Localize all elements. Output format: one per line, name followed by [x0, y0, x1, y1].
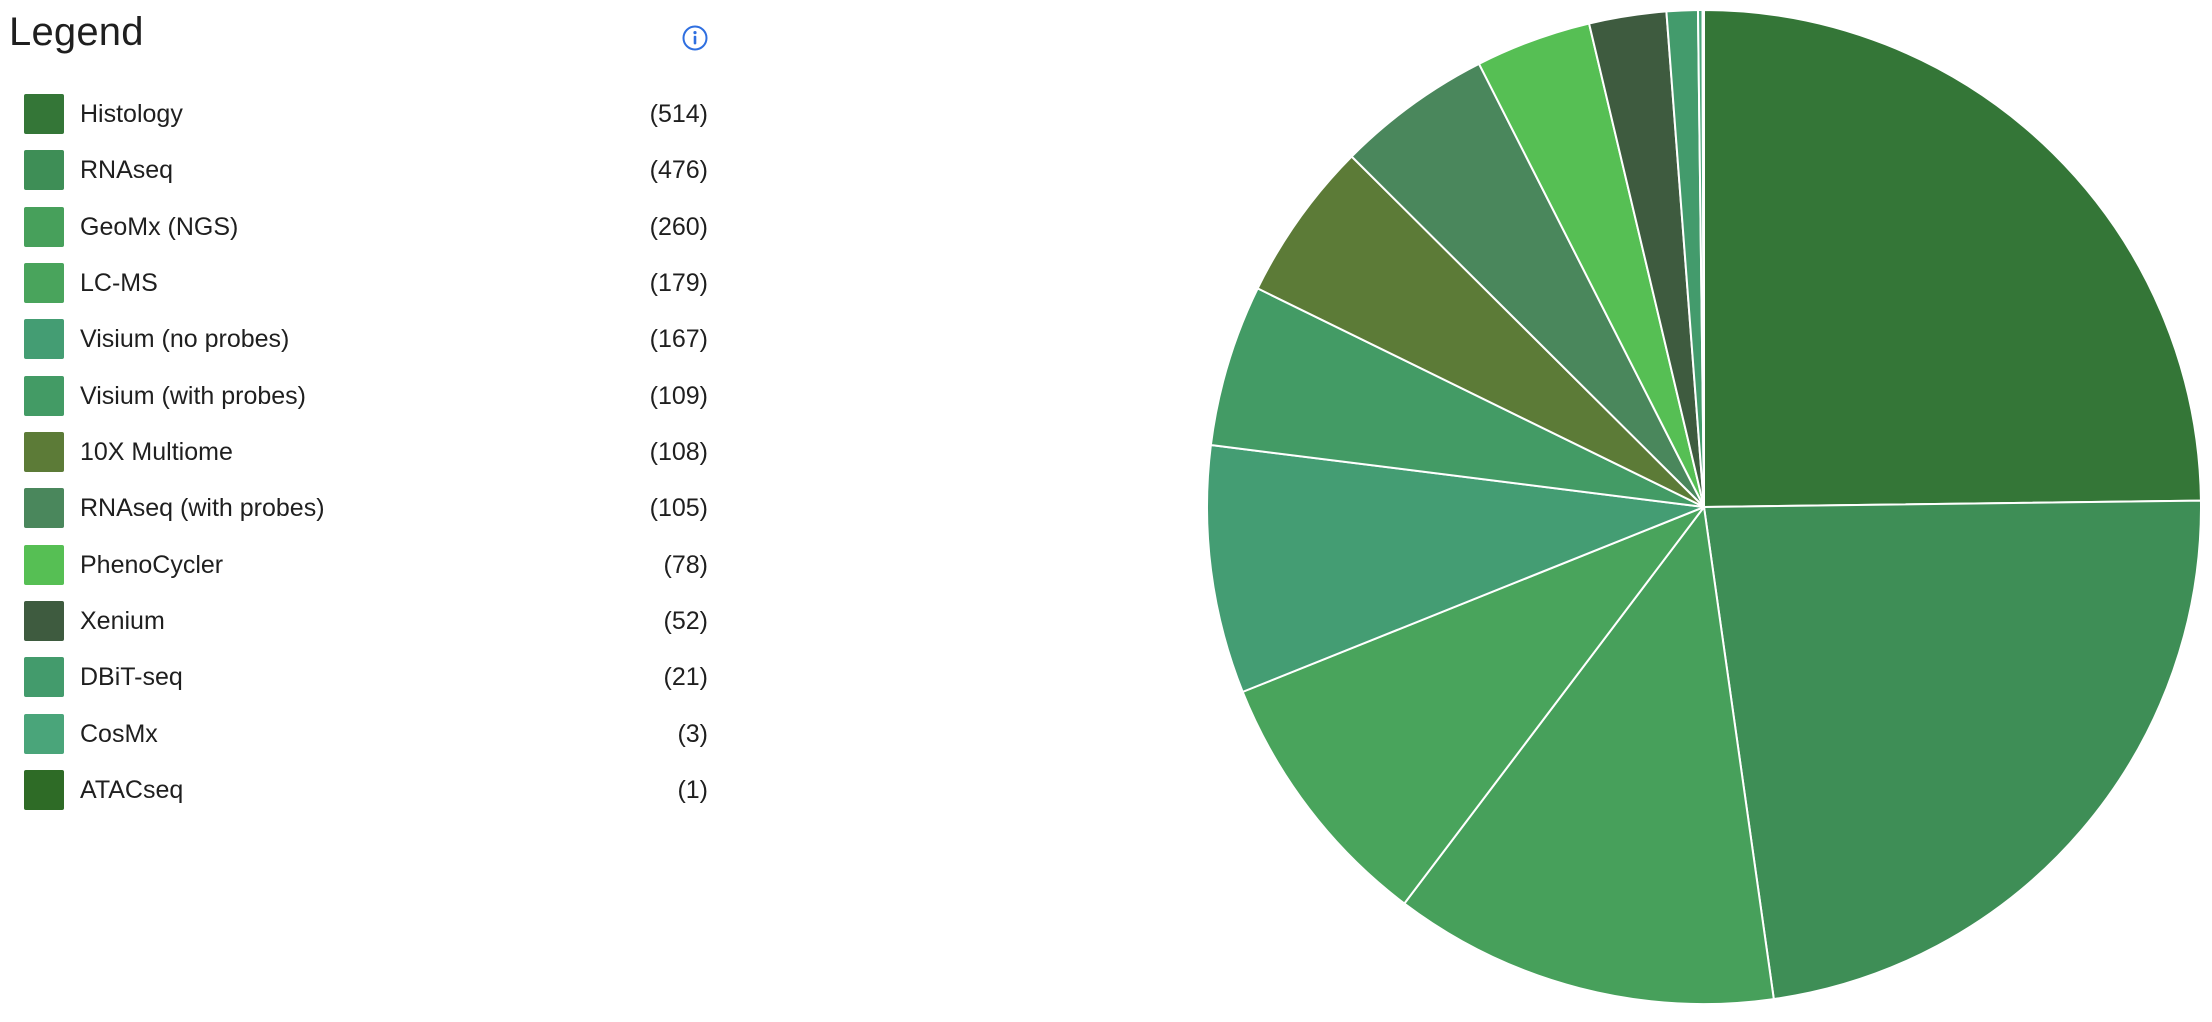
legend-item[interactable]: RNAseq (476)	[0, 150, 720, 206]
legend-item-count: (476)	[649, 156, 708, 185]
legend-item-label: Xenium	[80, 607, 165, 636]
legend-swatch	[24, 319, 64, 360]
legend-swatch	[24, 375, 64, 416]
legend-item[interactable]: Visium (no probes) (167)	[0, 319, 720, 375]
legend-item[interactable]: DBiT-seq (21)	[0, 657, 720, 713]
legend-swatch	[24, 601, 64, 642]
legend-swatch	[24, 263, 64, 304]
pie-slice[interactable]	[1703, 499, 2202, 1001]
legend-swatch	[24, 150, 64, 191]
legend-item-label: Visium (no probes)	[80, 325, 290, 354]
legend-item[interactable]: RNAseq (with probes) (105)	[0, 488, 720, 544]
legend-item-count: (260)	[649, 212, 708, 241]
legend-item[interactable]: LC-MS (179)	[0, 263, 720, 319]
legend-item-label: CosMx	[80, 719, 158, 748]
legend-item-label: Histology	[80, 100, 183, 128]
legend-item-count: (514)	[649, 100, 708, 128]
legend-swatch	[24, 657, 64, 698]
legend-item-count: (1)	[677, 776, 708, 805]
legend-item[interactable]: ATACseq (1)	[0, 770, 720, 826]
legend-list: Histology (514) RNAseq (476) GeoMx (NGS) (260…	[0, 94, 720, 826]
legend-item-label: GeoMx (NGS)	[80, 212, 239, 241]
legend-swatch	[24, 770, 64, 811]
legend-item-label: ATACseq	[80, 776, 184, 805]
legend-swatch	[24, 206, 64, 247]
legend-swatch	[24, 488, 64, 529]
legend-title: Legend	[9, 10, 144, 54]
legend-item-count: (109)	[649, 381, 708, 410]
legend-item-label: RNAseq (with probes)	[80, 494, 325, 523]
pie-chart	[1195, 0, 2212, 1022]
legend-item[interactable]: Visium (with probes) (109)	[0, 375, 720, 432]
pie-slice[interactable]	[1701, 8, 1705, 508]
legend-item-count: (108)	[649, 438, 708, 467]
legend-item[interactable]: GeoMx (NGS) (260)	[0, 206, 720, 263]
legend-item-count: (3)	[677, 719, 708, 748]
legend-item-label: 10X Multiome	[80, 438, 233, 467]
legend-item-count: (167)	[649, 325, 708, 354]
legend-item-count: (105)	[649, 494, 708, 523]
legend-item[interactable]: CosMx (3)	[0, 713, 720, 770]
info-icon[interactable]	[681, 24, 709, 52]
legend-item-label: DBiT-seq	[80, 663, 183, 692]
legend-item[interactable]: PhenoCycler (78)	[0, 544, 720, 601]
legend-swatch	[24, 544, 64, 585]
legend-item[interactable]: Xenium (52)	[0, 601, 720, 657]
legend-swatch	[24, 713, 64, 754]
legend-item-label: Visium (with probes)	[80, 381, 307, 410]
legend-item[interactable]: 10X Multiome (108)	[0, 432, 720, 488]
pie-slice[interactable]	[1350, 62, 1705, 508]
legend-item-count: (78)	[663, 550, 708, 579]
legend-item-label: LC-MS	[80, 269, 158, 298]
legend-swatch	[24, 432, 64, 473]
legend-item-label: RNAseq	[80, 156, 174, 185]
legend-item-count: (179)	[649, 269, 708, 298]
legend-panel: Legend Histology (514) RNAseq (476) GeoMx (N…	[0, 0, 720, 1022]
pie-slice[interactable]	[1241, 506, 1705, 905]
pie-slice[interactable]	[1703, 9, 2202, 508]
legend-swatch	[24, 94, 64, 134]
legend-item[interactable]: Histology (514)	[0, 94, 720, 150]
pie-slice[interactable]	[1209, 287, 1705, 508]
pie-slice[interactable]	[1403, 506, 1775, 1005]
pie-slice[interactable]	[1206, 444, 1705, 693]
pie-svg	[1206, 8, 2202, 1005]
legend-item-count: (21)	[663, 663, 708, 692]
legend-item-count: (52)	[663, 607, 708, 636]
pie-slice[interactable]	[1256, 155, 1705, 508]
legend-item-label: PhenoCycler	[80, 550, 224, 579]
